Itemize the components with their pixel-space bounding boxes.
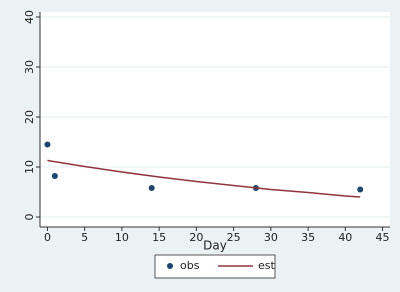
x-axis-label: Day <box>203 239 227 253</box>
point <box>357 186 364 193</box>
x-tick-label: 30 <box>264 231 278 244</box>
y-tick-label: 10 <box>23 160 36 174</box>
legend-label: obs <box>180 259 200 272</box>
point <box>44 141 51 148</box>
x-tick-label: 40 <box>338 231 352 244</box>
y-tick-label: 20 <box>23 110 36 124</box>
legend-label: est <box>258 259 275 272</box>
y-tick-label: 40 <box>23 10 36 24</box>
point <box>51 173 58 179</box>
x-tick-label: 25 <box>227 231 241 244</box>
line <box>47 159 361 198</box>
point <box>148 185 155 191</box>
x-tick-label: 15 <box>152 231 166 244</box>
plot-area <box>40 12 390 227</box>
x-tick-label: 45 <box>376 231 390 244</box>
legend-box <box>154 254 276 279</box>
legend-marker <box>167 263 173 269</box>
y-tick-label: 30 <box>23 60 36 74</box>
x-tick-label: 20 <box>189 231 203 244</box>
x-tick-label: 0 <box>44 231 51 244</box>
x-tick-label: 5 <box>81 231 88 244</box>
y-tick-label: 0 <box>23 214 36 221</box>
x-tick-label: 10 <box>115 231 129 244</box>
x-tick-label: 35 <box>301 231 315 244</box>
